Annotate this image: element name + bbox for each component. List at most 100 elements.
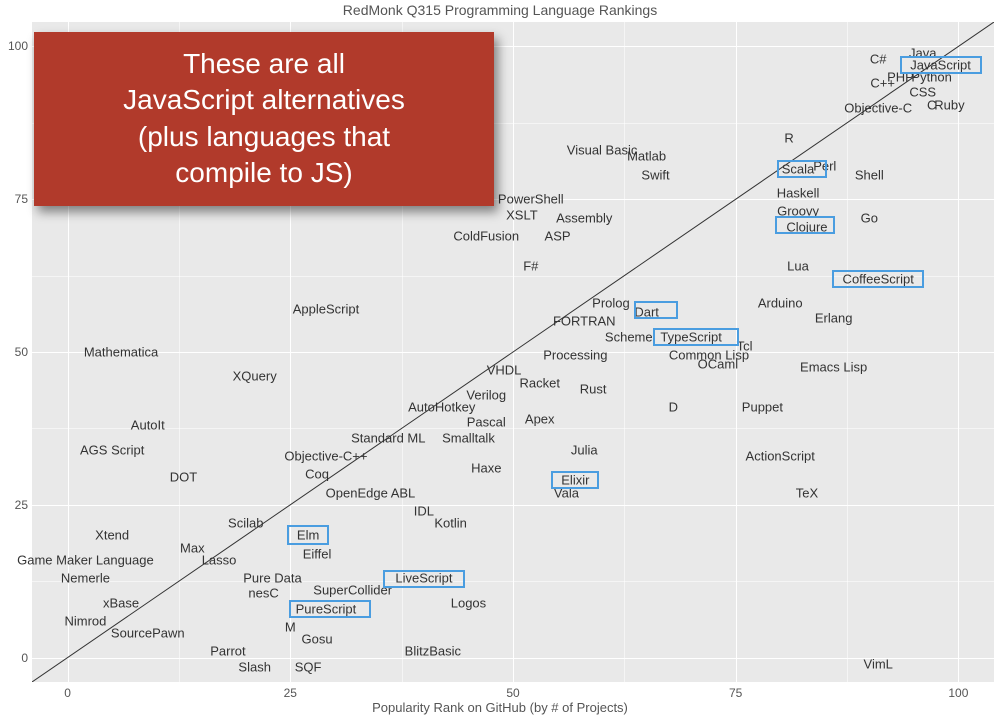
gridline-v-minor <box>847 22 848 682</box>
language-label: Objective-C <box>844 101 912 114</box>
y-tick-label: 75 <box>4 192 28 206</box>
gridline-h <box>32 352 994 353</box>
language-label: BlitzBasic <box>405 645 461 658</box>
language-label: C <box>927 98 936 111</box>
language-label: Pascal <box>467 416 506 429</box>
y-tick-label: 25 <box>4 498 28 512</box>
x-tick-label: 100 <box>948 686 968 700</box>
highlight-box <box>634 301 678 319</box>
language-label: nesC <box>248 587 278 600</box>
language-label: Pure Data <box>243 572 302 585</box>
language-label: Apex <box>525 413 555 426</box>
callout-line: (plus languages that <box>54 119 474 155</box>
x-axis-label: Popularity Rank on GitHub (by # of Proje… <box>0 700 1000 715</box>
language-label: Erlang <box>815 312 853 325</box>
language-label: C++ <box>870 77 895 90</box>
highlight-box <box>775 216 835 234</box>
language-label: Nimrod <box>64 614 106 627</box>
language-label: Scheme <box>605 330 653 343</box>
language-label: Visual Basic <box>567 144 638 157</box>
language-label: AppleScript <box>293 303 359 316</box>
language-label: M <box>285 621 296 634</box>
language-label: XSLT <box>506 208 538 221</box>
language-label: Mathematica <box>84 346 158 359</box>
callout-line: JavaScript alternatives <box>54 82 474 118</box>
language-label: ASP <box>545 229 571 242</box>
language-label: Logos <box>451 596 486 609</box>
callout-line: compile to JS) <box>54 155 474 191</box>
chart-container: RedMonk Q315 Programming Language Rankin… <box>0 0 1000 717</box>
chart-title: RedMonk Q315 Programming Language Rankin… <box>0 2 1000 18</box>
language-label: Go <box>861 211 878 224</box>
language-label: ActionScript <box>746 449 815 462</box>
language-label: IDL <box>414 504 434 517</box>
language-label: SuperCollider <box>313 584 392 597</box>
language-label: VHDL <box>487 364 522 377</box>
language-label: Assembly <box>556 211 612 224</box>
language-label: Standard ML <box>351 431 425 444</box>
language-label: Eiffel <box>303 547 332 560</box>
language-label: Coq <box>305 468 329 481</box>
highlight-box <box>653 328 739 346</box>
language-label: Objective-C++ <box>284 449 367 462</box>
language-label: PowerShell <box>498 193 564 206</box>
language-label: Shell <box>855 168 884 181</box>
y-tick-label: 0 <box>4 651 28 665</box>
language-label: Arduino <box>758 297 803 310</box>
highlight-box <box>287 525 329 545</box>
language-label: Lasso <box>202 553 237 566</box>
highlight-box <box>777 160 827 178</box>
gridline-h-minor <box>32 428 994 429</box>
language-label: Racket <box>519 376 559 389</box>
callout-line: These are all <box>54 46 474 82</box>
language-label: R <box>784 132 793 145</box>
language-label: XQuery <box>233 370 277 383</box>
language-label: Game Maker Language <box>17 553 154 566</box>
language-label: Processing <box>543 349 607 362</box>
language-label: DOT <box>170 471 197 484</box>
language-label: xBase <box>103 596 139 609</box>
highlight-box <box>900 56 982 74</box>
language-label: FORTRAN <box>553 315 616 328</box>
x-tick-label: 25 <box>284 686 297 700</box>
language-label: SourcePawn <box>111 627 185 640</box>
language-label: C# <box>870 52 887 65</box>
language-label: VimL <box>864 657 893 670</box>
language-label: Gosu <box>301 633 332 646</box>
language-label: AutoIt <box>131 419 165 432</box>
language-label: Kotlin <box>434 517 467 530</box>
language-label: Julia <box>571 443 598 456</box>
highlight-box <box>383 570 465 588</box>
language-label: ColdFusion <box>453 229 519 242</box>
language-label: AGS Script <box>80 443 144 456</box>
y-tick-label: 50 <box>4 345 28 359</box>
language-label: Haxe <box>471 462 501 475</box>
language-label: AutoHotkey <box>408 401 475 414</box>
x-tick-label: 75 <box>729 686 742 700</box>
language-label: Swift <box>641 168 669 181</box>
language-label: Slash <box>238 660 271 673</box>
language-label: Xtend <box>95 529 129 542</box>
gridline-h <box>32 505 994 506</box>
language-label: Common Lisp <box>669 349 749 362</box>
highlight-box <box>289 600 371 618</box>
language-label: OpenEdge ABL <box>326 486 416 499</box>
language-label: Puppet <box>742 401 783 414</box>
language-label: D <box>669 401 678 414</box>
highlight-box <box>551 471 599 489</box>
callout-box: These are allJavaScript alternatives(plu… <box>34 32 494 206</box>
x-tick-label: 50 <box>506 686 519 700</box>
language-label: Scilab <box>228 517 263 530</box>
gridline-h-minor <box>32 581 994 582</box>
language-label: Smalltalk <box>442 431 495 444</box>
language-label: Emacs Lisp <box>800 361 867 374</box>
language-label: SQF <box>295 660 322 673</box>
language-label: F# <box>523 260 538 273</box>
language-label: Prolog <box>592 297 630 310</box>
language-label: Lua <box>787 260 809 273</box>
gridline-v-minor <box>624 22 625 682</box>
y-tick-label: 100 <box>4 39 28 53</box>
language-label: Rust <box>580 382 607 395</box>
language-label: Ruby <box>934 98 964 111</box>
language-label: Nemerle <box>61 572 110 585</box>
